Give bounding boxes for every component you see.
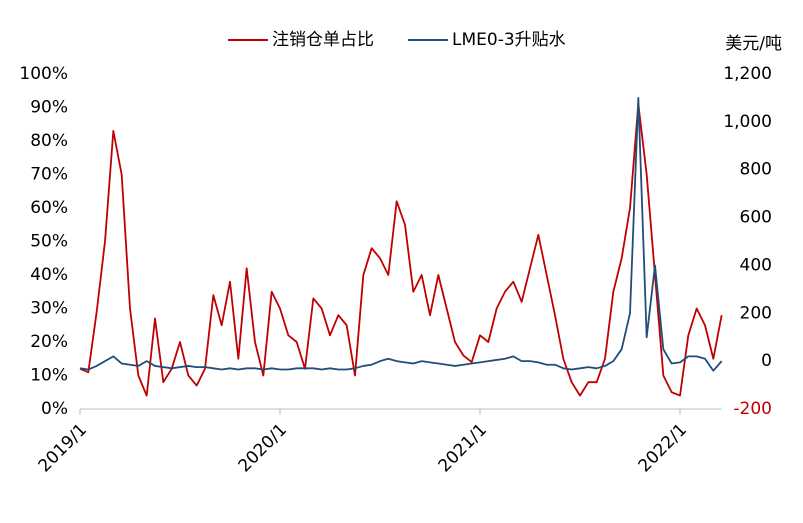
y-tick-label: 60% <box>30 198 68 218</box>
y-tick-label: 10% <box>30 366 68 386</box>
y2-tick-label: 1,200 <box>723 64 772 84</box>
x-tick-label: 2020/1 <box>235 420 291 476</box>
y2-tick-label: -200 <box>733 399 772 419</box>
legend-label: 注销仓单占比 <box>272 30 374 50</box>
y-tick-label: 0% <box>41 399 68 419</box>
y2-tick-label: 400 <box>740 255 772 275</box>
x-tick-label: 2022/1 <box>635 420 691 476</box>
series-line <box>79 103 723 397</box>
y2-tick-label: 800 <box>740 160 772 180</box>
y-tick-label: 20% <box>30 332 68 352</box>
y-tick-label: 70% <box>30 165 68 185</box>
x-tick-label: 2021/1 <box>435 420 491 476</box>
y-tick-label: 40% <box>30 265 68 285</box>
series-line <box>79 97 723 372</box>
y-tick-label: 50% <box>30 232 68 252</box>
y2-tick-label: 1,000 <box>723 112 772 132</box>
y-tick-label: 80% <box>30 131 68 151</box>
legend-label: LME0-3升贴水 <box>452 30 566 50</box>
y2-axis-title: 美元/吨 <box>725 34 782 54</box>
y-tick-label: 30% <box>30 299 68 319</box>
x-tick-label: 2019/1 <box>35 420 91 476</box>
y2-tick-label: 200 <box>740 303 772 323</box>
y2-tick-label: 600 <box>740 208 772 228</box>
y-tick-label: 100% <box>19 64 68 84</box>
y2-tick-label: 0 <box>761 351 772 371</box>
y-tick-label: 90% <box>30 98 68 118</box>
